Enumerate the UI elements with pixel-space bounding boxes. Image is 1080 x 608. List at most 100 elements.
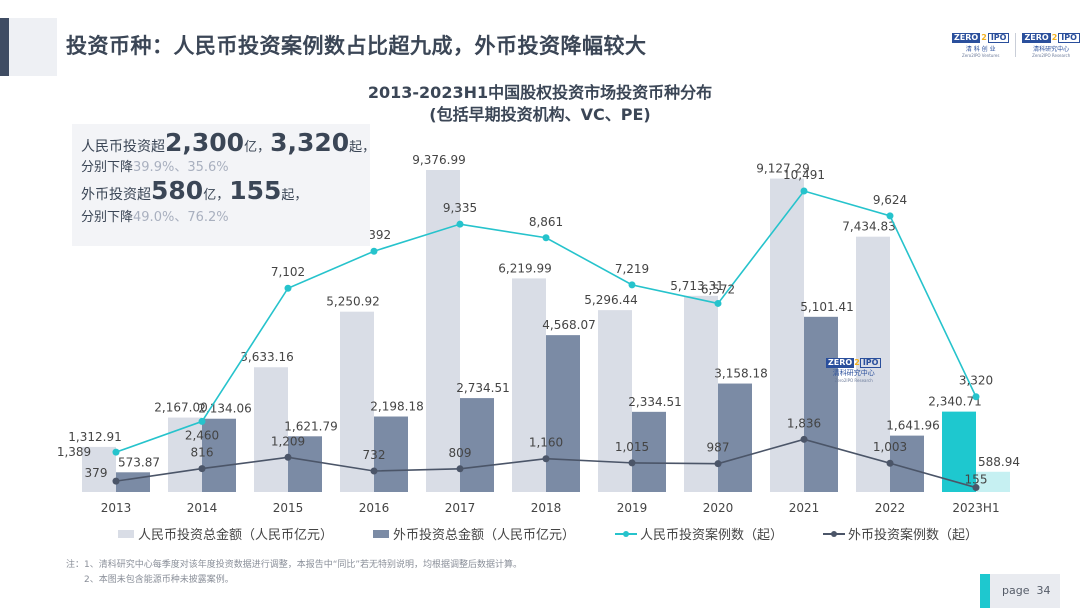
label-rmb-cases: 7,219 — [615, 262, 649, 276]
point-fx-cases — [370, 467, 378, 475]
bar-fx-amount — [804, 316, 838, 492]
label-rmb-cases: 10,491 — [783, 168, 825, 182]
watermark-badge-right: IPO — [859, 358, 882, 368]
page-label: page — [1002, 584, 1030, 597]
summary-rmb-prefix: 人民币投资超 — [81, 139, 165, 155]
logo-cn-text: 清科研究中心 — [1033, 46, 1070, 53]
watermark-logo: ZERO 2 IPO 清科研究中心 Zero2IPO Research — [826, 358, 882, 383]
label-rmb-cases: 9,624 — [873, 193, 907, 207]
summary-fx-line: 外币投资超580亿，155起， — [81, 176, 307, 205]
legend-swatch-rmb-amount — [118, 529, 134, 538]
summary-fx-drop: 分别下降49.0%、76.2% — [81, 206, 229, 225]
summary-rmb-cases-unit: 起， — [349, 140, 376, 155]
page-number: page 34 — [1002, 584, 1050, 597]
summary-fx-cases: 155 — [229, 176, 282, 205]
header-logos: ZERO 2 IPO 清 科 创 业 Zero2IPO Ventures ZERO 2… — [952, 33, 1080, 58]
legend-swatch-fx-cases — [823, 529, 846, 539]
bar-fx-amount — [632, 411, 666, 492]
point-fx-cases — [628, 459, 636, 467]
logo-badge-mid: 2 — [981, 33, 987, 42]
logo-badge-mid: 2 — [1051, 33, 1058, 42]
label-fx-cases: 379 — [85, 466, 108, 480]
point-rmb-cases — [628, 281, 636, 289]
label-fx-amount: 1,641.96 — [886, 419, 939, 433]
label-fx-amount: 3,158.18 — [714, 367, 767, 381]
point-rmb-cases — [800, 187, 808, 195]
logo-badge-left: ZERO — [1022, 33, 1051, 43]
label-fx-cases: 987 — [707, 441, 730, 455]
bar-rmb-amount — [340, 311, 374, 492]
summary-fx-prefix: 外币投资超 — [81, 187, 151, 203]
label-rmb-amount: 5,250.92 — [326, 295, 379, 309]
label-fx-cases: 732 — [363, 448, 386, 462]
label-fx-amount: 2,334.51 — [628, 395, 681, 409]
x-tick-label: 2014 — [187, 501, 218, 515]
page-number-value: 34 — [1036, 584, 1051, 597]
bar-rmb-amount — [82, 446, 116, 492]
chart-title: 2013-2023H1中国股权投资市场投资币种分布 — [367, 83, 713, 102]
page-indicator: page 34 — [980, 574, 1060, 608]
logo-zero2ipo-ventures: ZERO 2 IPO 清 科 创 业 Zero2IPO Ventures — [952, 33, 1010, 58]
chart-legend: 人民币投资总金额（人民币亿元） 外币投资总金额（人民币亿元） 人民币投资案例数（… — [118, 524, 978, 543]
x-tick-label: 2021 — [789, 501, 820, 515]
label-rmb-amount: 5,296.44 — [584, 293, 637, 307]
summary-box: 人民币投资超2,300亿，3,320起， 分别下降39.9%、35.6% 外币投… — [72, 124, 375, 246]
logo-en-text: Zero2IPO Research — [1032, 53, 1071, 58]
summary-rmb-amount-unit: 亿， — [244, 140, 271, 155]
watermark-badge-mid: 2 — [854, 358, 860, 367]
x-tick-label: 2018 — [531, 501, 562, 515]
point-fx-cases — [112, 477, 120, 485]
footnote-2: 2、本图未包含能源币种未披露案例。 — [84, 575, 234, 585]
point-rmb-cases — [714, 299, 722, 307]
point-rmb-cases — [370, 247, 378, 255]
label-rmb-cases: 2,460 — [185, 428, 219, 442]
label-rmb-cases: 7,102 — [271, 265, 305, 279]
point-fx-cases — [800, 435, 808, 443]
logo-badge-left: ZERO — [952, 33, 981, 43]
bar-fx-amount — [718, 383, 752, 492]
label-rmb-amount: 6,219.99 — [498, 261, 551, 275]
x-tick-label: 2020 — [703, 501, 734, 515]
bar-rmb-amount — [598, 310, 632, 492]
page-indicator-accent — [980, 574, 990, 608]
bar-rmb-amount — [684, 295, 718, 492]
bar-fx-amount — [460, 398, 494, 492]
bar-fx-amount — [976, 471, 1010, 492]
bar-rmb-amount — [942, 411, 976, 492]
summary-fx-drop-values: 49.0%、76.2% — [133, 210, 229, 225]
bar-rmb-amount — [426, 170, 460, 492]
label-fx-cases: 809 — [449, 446, 472, 460]
x-tick-label: 2015 — [273, 501, 304, 515]
x-tick-label: 2017 — [445, 501, 476, 515]
label-rmb-amount: 9,127.29 — [756, 162, 809, 176]
label-rmb-amount: 3,633.16 — [240, 350, 293, 364]
point-rmb-cases — [284, 284, 292, 292]
title-accent-bar — [0, 18, 9, 76]
label-rmb-amount: 1,312.91 — [68, 430, 121, 444]
bar-rmb-amount — [770, 178, 804, 492]
legend-item-fx-amount: 外币投资总金额（人民币亿元） — [373, 524, 575, 543]
logo-zero2ipo-research: ZERO 2 IPO 清科研究中心 Zero2IPO Research — [1022, 33, 1080, 58]
summary-fx-amount: 580 — [151, 176, 204, 205]
point-fx-cases — [714, 460, 722, 468]
summary-rmb-drop-label: 分别下降 — [81, 160, 134, 175]
chart-title-block: 2013-2023H1中国股权投资市场投资币种分布 (包括早期投资机构、VC、P… — [300, 82, 780, 126]
title-accent-bg — [9, 18, 57, 76]
point-rmb-cases — [972, 393, 980, 401]
legend-label-fx-amount: 外币投资总金额（人民币亿元） — [393, 528, 576, 543]
summary-fx-cases-unit: 起， — [281, 188, 308, 203]
label-rmb-amount: 2,167.00 — [154, 401, 207, 415]
bar-fx-amount — [116, 472, 150, 492]
bar-rmb-amount — [254, 367, 288, 492]
point-fx-cases — [198, 465, 206, 473]
chart-subtitle: (包括早期投资机构、VC、PE) — [429, 105, 651, 124]
point-rmb-cases — [456, 220, 464, 228]
label-rmb-cases: 9,335 — [443, 201, 477, 215]
point-fx-cases — [284, 453, 292, 461]
summary-rmb-amount: 2,300 — [165, 128, 245, 157]
logo-divider — [1015, 33, 1017, 57]
bar-fx-amount — [546, 335, 580, 492]
label-fx-amount: 2,198.18 — [370, 400, 423, 414]
logo-en-text: Zero2IPO Ventures — [962, 53, 1000, 58]
